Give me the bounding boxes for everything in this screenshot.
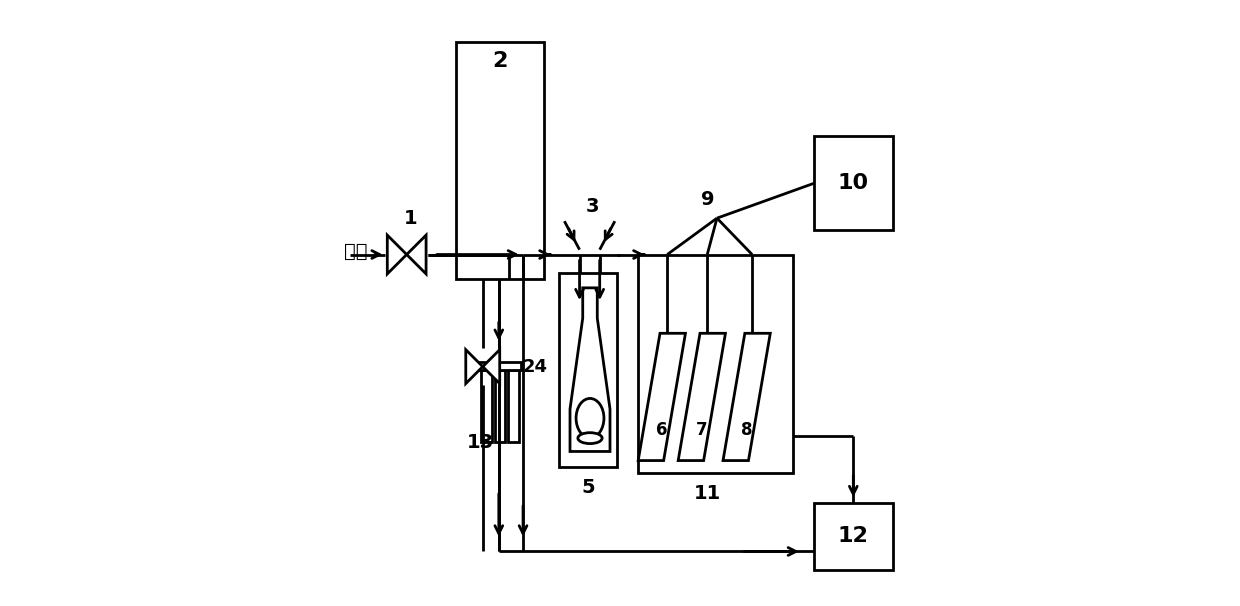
Text: 9: 9 bbox=[701, 190, 714, 210]
Ellipse shape bbox=[577, 399, 604, 438]
Text: 水样: 水样 bbox=[345, 242, 368, 261]
Polygon shape bbox=[387, 235, 407, 274]
Text: 11: 11 bbox=[694, 484, 722, 504]
Bar bbox=[508, 370, 518, 442]
Polygon shape bbox=[407, 235, 427, 274]
Polygon shape bbox=[466, 350, 482, 384]
Text: 7: 7 bbox=[696, 421, 708, 439]
Bar bbox=[639, 255, 792, 473]
Bar bbox=[456, 42, 544, 279]
Ellipse shape bbox=[578, 433, 603, 444]
Polygon shape bbox=[639, 333, 686, 461]
Bar bbox=[495, 370, 506, 442]
Bar bbox=[481, 370, 492, 442]
Text: 10: 10 bbox=[838, 173, 869, 193]
Polygon shape bbox=[570, 288, 610, 451]
Text: 24: 24 bbox=[523, 358, 548, 376]
Bar bbox=[813, 503, 893, 570]
Text: 2: 2 bbox=[492, 50, 507, 71]
Polygon shape bbox=[482, 350, 500, 384]
Text: 8: 8 bbox=[742, 421, 753, 439]
Bar bbox=[813, 136, 893, 230]
Polygon shape bbox=[723, 333, 770, 461]
Text: 6: 6 bbox=[656, 421, 667, 439]
Text: 1: 1 bbox=[404, 208, 418, 228]
Bar bbox=[479, 362, 521, 370]
Text: 12: 12 bbox=[838, 526, 869, 547]
Text: 5: 5 bbox=[582, 478, 595, 498]
Bar bbox=[559, 273, 618, 467]
Polygon shape bbox=[678, 333, 725, 461]
Text: 3: 3 bbox=[587, 196, 599, 216]
Text: 13: 13 bbox=[467, 433, 495, 452]
